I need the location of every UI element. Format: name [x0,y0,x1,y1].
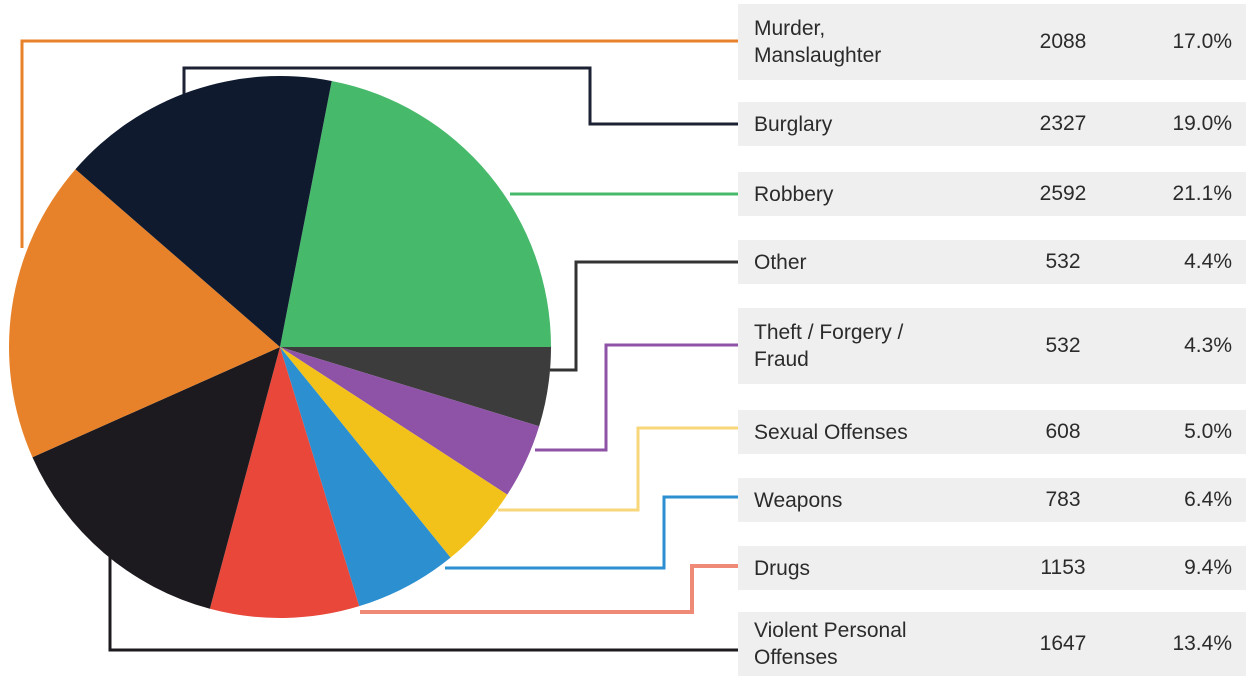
legend-count: 608 [1045,420,1081,443]
legend-label: Burglary [754,112,833,136]
pie-slice-0 [8,169,280,458]
legend-label: Robbery [754,182,834,206]
legend-label: Weapons [754,488,843,512]
legend-count: 532 [1045,334,1081,357]
legend-label: Sexual Offenses [754,420,908,444]
legend-count: 783 [1045,488,1081,511]
pie-slice-2 [280,80,551,347]
legend-row: Burglary 2327 19.0% [738,102,1246,146]
legend-percent: 21.1% [1172,182,1232,205]
legend-percent: 19.0% [1172,112,1232,135]
legend-row: Robbery 2592 21.1% [738,172,1246,216]
legend-row: Sexual Offenses 608 5.0% [738,410,1246,454]
pie-slice-7 [209,347,360,618]
legend-count: 532 [1045,250,1081,273]
pie-slice-6 [280,347,451,607]
legend-count: 1153 [1040,556,1086,579]
legend-label: Drugs [754,556,811,580]
leader-line-4 [535,343,738,452]
leader-line-7 [360,564,738,614]
leader-lines [20,39,738,652]
legend-percent: 17.0% [1172,30,1232,53]
legend-row: Murder, Manslaughter 2088 17.0% [738,4,1246,80]
legend-row: Theft / Forgery / Fraud 532 4.3% [738,308,1246,384]
legend-percent: 4.3% [1184,334,1232,357]
legend-count: 2327 [1039,112,1087,135]
legend-label: Violent Personal Offenses [754,619,907,669]
pie-slice-1 [75,75,332,347]
legend-count: 2088 [1039,30,1087,53]
legend-row: Drugs 1153 9.4% [738,546,1246,590]
legend-row: Weapons 783 6.4% [738,478,1246,522]
legend-count: 1647 [1039,632,1087,655]
pie-slice-8 [32,347,280,609]
leader-line-5 [498,426,738,512]
legend-row: Other 532 4.4% [738,240,1246,284]
pie-slice-4 [280,347,540,495]
legend-percent: 4.4% [1184,250,1232,273]
legend-label: Theft / Forgery / Fraud [754,321,904,371]
pie-slices [8,75,551,618]
legend-percent: 6.4% [1184,488,1232,511]
leader-line-8 [108,430,738,652]
leader-line-1 [182,66,738,126]
legend-label: Other [754,250,807,274]
pie-slice-3 [280,347,551,427]
pie-slice-5 [280,347,508,558]
legend-percent: 9.4% [1184,556,1232,579]
legend-percent: 13.4% [1172,632,1232,655]
legend-row: Violent Personal Offenses 1647 13.4% [738,612,1246,676]
legend-count: 2592 [1039,182,1087,205]
leader-line-6 [445,495,738,570]
legend-label: Murder, Manslaughter [754,17,882,67]
legend-percent: 5.0% [1184,420,1232,443]
leader-line-0 [20,39,738,248]
leader-line-3 [550,260,738,372]
